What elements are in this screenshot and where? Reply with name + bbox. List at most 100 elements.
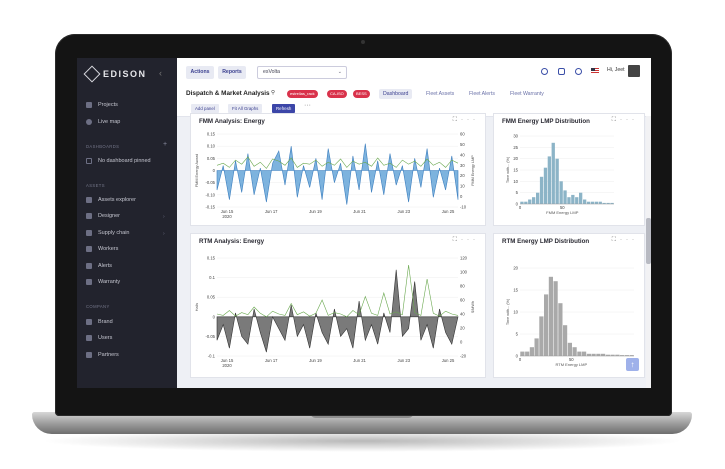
- laptop-base: [32, 412, 692, 434]
- histogram-bar: [591, 353, 596, 356]
- scrollbar-thumb[interactable]: [646, 218, 651, 264]
- x-tick-label: Jun 23: [398, 209, 411, 214]
- more-icon[interactable]: ···: [620, 117, 638, 123]
- supply-chain-icon: [86, 230, 92, 236]
- award-area-series: [216, 269, 459, 353]
- designer-icon: [86, 213, 92, 219]
- histogram-bar: [610, 354, 615, 356]
- sidebar-item-designer[interactable]: Designer: [86, 213, 120, 219]
- actions-button[interactable]: Actions: [186, 66, 214, 79]
- histogram-bar: [567, 342, 572, 356]
- add-dashboard-icon[interactable]: +: [163, 141, 168, 148]
- panel-tools: ⛶···: [453, 117, 479, 124]
- histogram-bar: [610, 202, 614, 204]
- sidebar: EDISON ‹ Projects Live map DASHBOARDS + …: [77, 58, 177, 388]
- us-flag-icon[interactable]: [591, 68, 599, 74]
- sidebar-item-projects[interactable]: Projects: [86, 102, 118, 108]
- expand-icon[interactable]: ⛶: [611, 237, 620, 243]
- more-icon[interactable]: ···: [304, 102, 311, 109]
- histogram-bar: [520, 351, 525, 356]
- tab-fleet-assets[interactable]: Fleet Assets: [426, 91, 455, 97]
- more-icon[interactable]: ···: [461, 117, 479, 123]
- tab-fleet-warranty[interactable]: Fleet Warranty: [510, 91, 544, 97]
- histogram-bar: [575, 197, 579, 204]
- sidebar-item-live-map[interactable]: Live map: [86, 119, 120, 125]
- y-tick-label: 0.05: [207, 156, 216, 161]
- add-panel-button[interactable]: Add panel: [191, 104, 219, 113]
- y-axis-label: Time with... (%): [506, 156, 510, 183]
- y2-tick-label: 40: [460, 152, 465, 157]
- sidebar-item-label: Workers: [98, 246, 119, 252]
- logo[interactable]: EDISON: [83, 65, 147, 83]
- sidebar-item-supply-chain[interactable]: Supply chain: [86, 230, 130, 236]
- histogram-bar: [547, 156, 551, 204]
- chevron-down-icon: ⌄: [337, 69, 342, 75]
- expand-icon[interactable]: ⛶: [452, 237, 461, 243]
- more-icon[interactable]: ···: [461, 237, 479, 243]
- y-axis-label: Halls: [195, 303, 199, 312]
- tag-badge[interactable]: BESS: [353, 90, 370, 98]
- panel-tools: ⛶···: [612, 237, 638, 244]
- chevron-left-icon[interactable]: ‹: [159, 68, 162, 78]
- histogram-bar: [548, 276, 553, 356]
- histogram-bar: [601, 353, 606, 356]
- x-axis-label: RTM Energy LMP: [555, 362, 587, 367]
- y-tick-label: 0: [516, 202, 519, 207]
- histogram-bar: [536, 192, 540, 204]
- expand-icon[interactable]: ⛶: [611, 117, 620, 123]
- histogram-bar: [586, 353, 591, 356]
- sidebar-item-warranty[interactable]: Warranty: [86, 279, 120, 285]
- sidebar-item-assets-explorer[interactable]: Assets explorer: [86, 197, 136, 203]
- tab-fleet-alerts[interactable]: Fleet Alerts: [469, 91, 495, 97]
- y2-tick-label: 40: [460, 312, 465, 317]
- sidebar-item-alerts[interactable]: Alerts: [86, 263, 112, 269]
- y-tick-label: 15: [513, 288, 518, 293]
- y2-axis-label: $/MWh: [471, 301, 475, 313]
- y-tick-label: 0: [516, 354, 519, 359]
- y-tick-label: 5: [516, 190, 519, 195]
- panel-tools: ⛶···: [612, 117, 638, 124]
- more-icon[interactable]: ···: [620, 237, 638, 243]
- y-tick-label: -0.15: [205, 205, 215, 210]
- chevron-right-icon[interactable]: ›: [163, 231, 165, 237]
- histogram-bar: [598, 201, 602, 204]
- sidebar-item-partners[interactable]: Partners: [86, 352, 119, 358]
- x-tick-label: Jun 19: [309, 358, 322, 363]
- sidebar-item-label: Projects: [98, 102, 118, 108]
- tag-badge[interactable]: estrellas_rack: [287, 90, 318, 98]
- refresh-button[interactable]: Refresh: [272, 104, 296, 113]
- user-greeting[interactable]: Hi, Jeet: [607, 67, 625, 73]
- sidebar-item-users[interactable]: Users: [86, 335, 112, 341]
- sidebar-item-brand[interactable]: Brand: [86, 319, 113, 325]
- panel-title: FMM Energy LMP Distribution: [502, 118, 590, 125]
- workspace-select[interactable]: esVolta ⌄: [257, 66, 347, 79]
- fit-all-graphs-button[interactable]: Fit All Graphs: [228, 104, 263, 113]
- y2-tick-label: 50: [460, 142, 465, 147]
- tab-dashboard[interactable]: Dashboard: [379, 89, 413, 99]
- logo-text: EDISON: [103, 69, 147, 79]
- award-area-series: [216, 143, 459, 205]
- tag-badge[interactable]: CA-ISO: [327, 90, 347, 98]
- expand-icon[interactable]: ⛶: [452, 117, 461, 123]
- fmm-analysis-chart: 0.15 0.10 0.05 0 -0.05 -0.10 -0.15 60 50 40 30 20 10…: [195, 132, 475, 220]
- y-tick-label: 10: [513, 310, 518, 315]
- histogram-bar: [590, 201, 595, 204]
- edit-icon[interactable]: [575, 68, 582, 75]
- sidebar-item-workers[interactable]: Workers: [86, 246, 118, 252]
- avatar[interactable]: [628, 65, 640, 77]
- target-icon[interactable]: [541, 68, 548, 75]
- sidebar-item-label: Assets explorer: [98, 197, 136, 203]
- y-tick-label: 30: [513, 134, 518, 139]
- sidebar-item-label: Users: [98, 335, 113, 341]
- histogram-bar: [563, 325, 568, 356]
- reports-button[interactable]: Reports: [218, 66, 246, 79]
- scroll-top-button[interactable]: ↑: [626, 358, 639, 371]
- y2-tick-label: 0: [460, 194, 463, 199]
- section-company: COMPANY: [86, 304, 110, 309]
- x-tick-label: Jun 21: [353, 209, 366, 214]
- workspace-select-value: esVolta: [263, 69, 281, 75]
- sort-icon[interactable]: [558, 68, 565, 75]
- chevron-right-icon[interactable]: ›: [163, 214, 165, 220]
- pin-icon[interactable]: ⚲: [271, 90, 276, 96]
